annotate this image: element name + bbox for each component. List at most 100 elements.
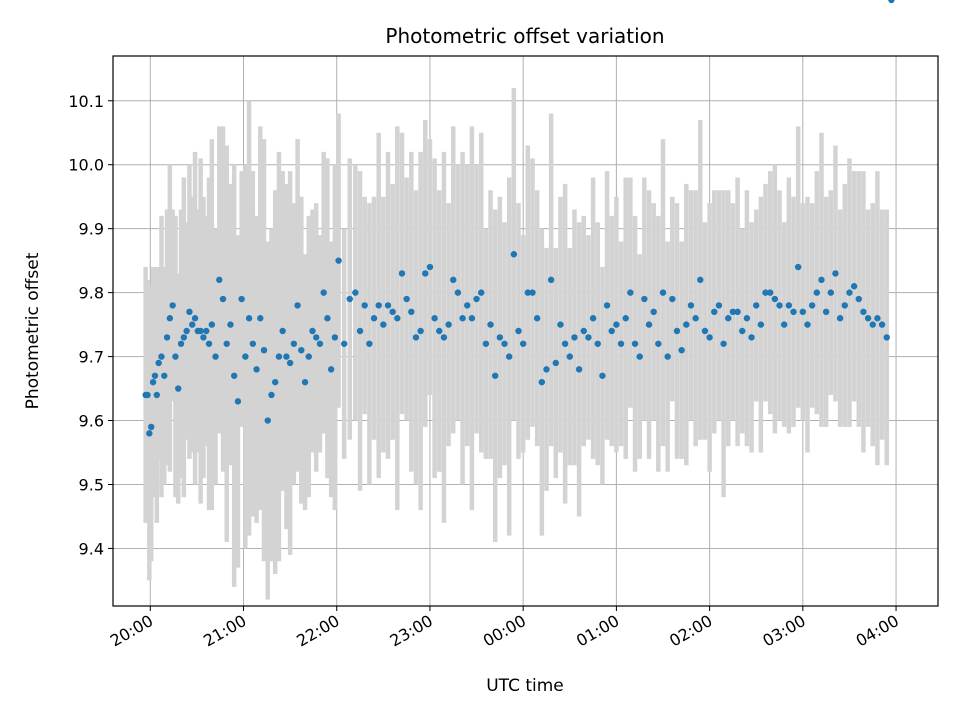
data-point: [585, 334, 592, 341]
data-point: [822, 308, 830, 316]
data-point: [692, 315, 699, 322]
data-point: [753, 302, 760, 309]
data-point: [473, 295, 480, 303]
data-point: [650, 308, 657, 316]
data-point: [655, 340, 662, 347]
data-point: [641, 295, 648, 303]
data-point: [384, 302, 392, 309]
data-point: [743, 315, 751, 322]
data-point: [794, 263, 802, 271]
data-point: [161, 372, 168, 379]
data-point: [519, 340, 527, 347]
data-point: [813, 289, 821, 296]
data-point: [669, 295, 676, 303]
y-tick-label: 10.0: [68, 156, 104, 175]
data-point: [613, 321, 620, 328]
data-point: [356, 327, 364, 335]
data-point: [860, 308, 867, 316]
data-point: [189, 321, 196, 328]
data-point: [431, 315, 438, 322]
data-point: [366, 340, 373, 347]
data-point: [153, 391, 161, 399]
data-point: [331, 334, 339, 341]
data-point: [422, 270, 429, 277]
data-points: [142, 0, 895, 437]
data-point: [398, 270, 406, 277]
data-point: [370, 315, 378, 322]
data-point: [268, 391, 275, 399]
data-point: [166, 315, 174, 322]
data-point: [436, 327, 443, 335]
data-point: [375, 302, 382, 309]
data-point: [169, 302, 176, 309]
data-point: [645, 321, 653, 328]
y-tick-labels: 9.4 9.5 9.6 9.7 9.8 9.9 10.0 10.1: [68, 92, 104, 559]
data-point: [151, 372, 159, 379]
data-point: [729, 308, 737, 316]
data-point: [216, 276, 223, 284]
data-point: [183, 327, 190, 335]
data-point: [205, 340, 213, 347]
data-point: [417, 327, 424, 335]
data-point: [804, 321, 811, 328]
data-point: [163, 334, 171, 341]
data-point: [175, 385, 182, 392]
data-point: [538, 378, 546, 386]
data-point: [836, 315, 844, 322]
data-point: [426, 263, 434, 271]
data-point: [305, 353, 312, 360]
data-point: [208, 321, 216, 328]
data-point: [589, 315, 597, 322]
data-point: [496, 334, 504, 341]
data-point: [603, 302, 611, 309]
data-point: [715, 302, 723, 309]
data-point: [212, 353, 219, 360]
data-point: [309, 327, 316, 335]
plot-frame: [112, 55, 939, 607]
data-point: [636, 353, 643, 360]
data-point: [203, 327, 210, 335]
data-point: [659, 289, 667, 296]
data-point: [631, 340, 639, 347]
data-point: [223, 340, 230, 347]
data-point: [678, 346, 685, 354]
data-point: [454, 289, 462, 296]
data-point: [846, 289, 853, 296]
data-point: [445, 321, 452, 328]
data-point: [158, 353, 165, 360]
data-point: [580, 327, 587, 335]
data-point: [571, 334, 578, 341]
data-point: [403, 295, 410, 303]
data-point: [361, 302, 368, 309]
data-point: [290, 340, 298, 347]
data-point: [180, 334, 188, 341]
data-point: [524, 289, 532, 296]
data-point: [617, 340, 625, 347]
data-point: [459, 315, 466, 322]
data-point: [608, 327, 615, 335]
data-point: [501, 340, 508, 347]
data-point: [482, 340, 490, 347]
data-point: [327, 366, 335, 373]
data-point: [149, 378, 157, 386]
data-point: [200, 334, 207, 341]
data-point: [249, 340, 257, 347]
data-point: [316, 340, 324, 347]
data-point: [227, 321, 234, 328]
x-axis-label: UTC time: [486, 676, 564, 696]
data-point: [283, 353, 290, 360]
data-point: [298, 346, 305, 354]
y-axis-label: Photometric offset: [23, 252, 43, 409]
data-point: [492, 372, 499, 379]
data-point: [510, 251, 518, 258]
data-point: [883, 334, 890, 341]
data-point: [529, 289, 536, 296]
data-point: [144, 391, 151, 399]
data-point: [242, 353, 249, 360]
data-point: [711, 308, 718, 316]
data-point: [515, 327, 522, 335]
data-point: [599, 372, 606, 379]
data-point: [234, 398, 242, 405]
data-point: [566, 353, 573, 360]
data-point: [561, 340, 569, 347]
